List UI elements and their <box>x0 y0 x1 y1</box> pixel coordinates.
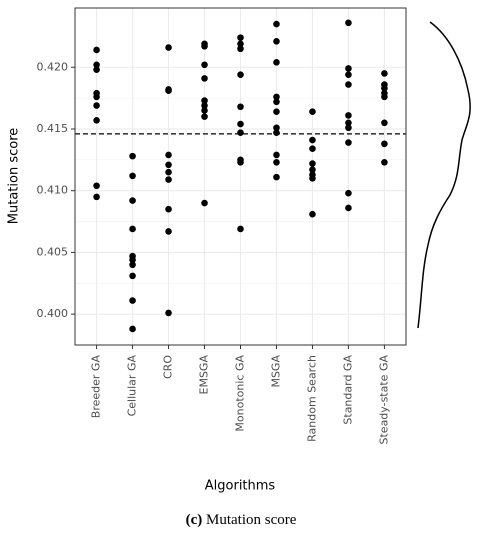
point <box>309 136 316 144</box>
point <box>93 93 100 101</box>
y-tick-label: 0.405 <box>37 245 69 258</box>
caption: (c) Mutation score <box>186 512 297 528</box>
point <box>129 272 136 280</box>
point <box>237 45 244 53</box>
point <box>201 75 208 82</box>
x-tick-label: EMSGA <box>198 355 211 395</box>
point <box>93 117 100 124</box>
point <box>381 93 388 101</box>
point <box>201 97 208 104</box>
point <box>273 124 280 132</box>
point <box>345 189 352 197</box>
point <box>381 119 388 127</box>
point <box>201 61 208 69</box>
point <box>345 19 352 27</box>
point <box>345 81 352 88</box>
point <box>93 46 100 54</box>
x-tick-label: CRO <box>162 355 175 379</box>
point <box>345 124 352 132</box>
point <box>129 152 136 160</box>
point <box>165 176 172 183</box>
point <box>237 129 244 136</box>
point <box>273 93 280 101</box>
y-tick-label: 0.410 <box>37 184 69 197</box>
point <box>309 160 316 167</box>
point <box>237 40 244 48</box>
point <box>273 129 280 136</box>
point <box>93 193 100 201</box>
x-tick-label: Steady-state GA <box>377 355 390 445</box>
x-tick-label: Monotonic GA <box>234 355 247 432</box>
point <box>273 108 280 115</box>
point <box>93 182 100 190</box>
y-tick-label: 0.400 <box>37 307 69 320</box>
point <box>309 145 316 153</box>
point <box>165 309 172 317</box>
point <box>309 166 316 174</box>
x-axis-title: Algorithms <box>205 479 276 494</box>
point <box>237 34 244 41</box>
point <box>345 204 352 212</box>
point <box>237 71 244 78</box>
point <box>345 65 352 72</box>
x-tick-label: Breeder GA <box>90 355 103 419</box>
point <box>381 70 388 77</box>
point <box>345 119 352 127</box>
caption-label: (c) <box>186 512 203 528</box>
point <box>129 297 136 304</box>
y-tick-label: 0.420 <box>37 60 69 73</box>
point <box>201 199 208 207</box>
density-curve <box>417 21 471 329</box>
x-tick-label: Standard GA <box>341 355 354 425</box>
point <box>201 107 208 114</box>
point <box>165 44 172 51</box>
point <box>273 38 280 45</box>
point <box>309 175 316 182</box>
point <box>201 42 208 50</box>
point <box>309 210 316 218</box>
point <box>381 84 388 92</box>
y-axis-title: Mutation score <box>7 128 22 224</box>
point <box>165 168 172 176</box>
x-tick-label: MSGA <box>269 355 282 388</box>
x-tick-label: Random Search <box>305 355 318 442</box>
point <box>129 256 136 264</box>
point <box>381 159 388 166</box>
point <box>273 59 280 66</box>
point <box>381 140 388 148</box>
point <box>237 225 244 233</box>
x-tick-label: Cellular GA <box>126 355 139 417</box>
point <box>273 98 280 106</box>
point <box>345 139 352 146</box>
point <box>237 159 244 166</box>
point <box>273 151 280 159</box>
point <box>273 20 280 28</box>
caption-text: Mutation score <box>206 512 297 528</box>
point <box>165 205 172 213</box>
point <box>129 261 136 269</box>
y-tick-label: 0.415 <box>37 122 69 135</box>
point <box>93 66 100 74</box>
point <box>93 61 100 69</box>
point <box>129 197 136 204</box>
point <box>93 102 100 109</box>
point <box>165 161 172 169</box>
point <box>345 112 352 119</box>
point <box>129 172 136 180</box>
point <box>237 103 244 111</box>
point <box>165 228 172 235</box>
point <box>237 120 244 128</box>
point <box>129 325 136 333</box>
point <box>345 71 352 78</box>
point <box>201 102 208 109</box>
point <box>273 159 280 166</box>
point <box>165 87 172 95</box>
point <box>309 108 316 115</box>
point <box>273 173 280 181</box>
point <box>165 151 172 159</box>
point <box>129 225 136 233</box>
point <box>201 113 208 120</box>
